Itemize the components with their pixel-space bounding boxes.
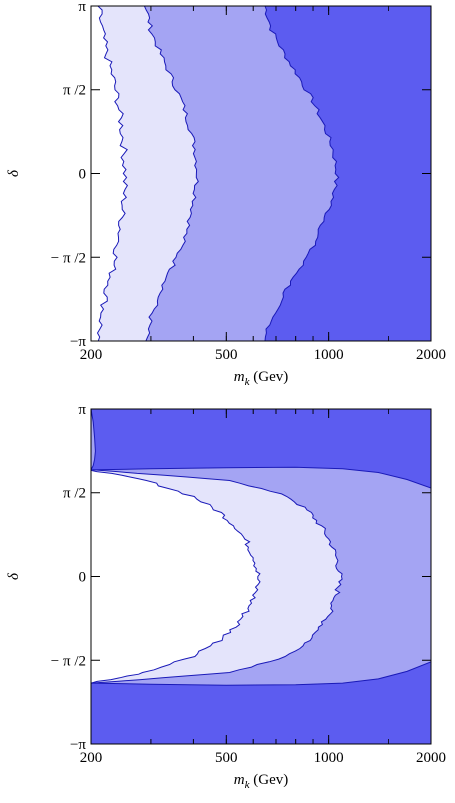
contour-line	[91, 661, 431, 686]
x-tick-label: 1000	[314, 750, 344, 766]
y-tick-label: π /2	[63, 486, 86, 502]
contour-line	[264, 6, 340, 341]
contour-line	[91, 469, 261, 684]
x-tick-label: 500	[215, 347, 238, 363]
y-tick-label: π /2	[63, 83, 86, 99]
x-tick-label: 2000	[416, 750, 446, 766]
y-axis-title: δ	[6, 572, 22, 580]
region-light	[91, 6, 199, 341]
y-tick-label: 0	[79, 167, 87, 183]
y-tick-label: −π	[70, 334, 86, 350]
y-tick-label: −π	[70, 737, 86, 753]
region-white	[91, 6, 128, 341]
x-tick-label: 500	[215, 750, 238, 766]
region-corner	[91, 409, 96, 470]
bottom-contour-panel: 200 500 1000 2000 π π /2 0 − π /2 −π mk (Gev) δ	[6, 402, 446, 791]
contour-line	[91, 409, 96, 471]
contour-line	[96, 6, 129, 341]
x-tick-label: 200	[80, 347, 103, 363]
contour-line	[91, 466, 431, 489]
top-contour-panel: 200 500 1000 2000 π π /2 0 − π /2 −π mk (Gev) δ	[6, 0, 446, 388]
y-tick-label: − π /2	[51, 653, 86, 669]
y-tick-label: 0	[79, 570, 87, 586]
region-white	[91, 470, 260, 684]
y-tick-label: − π /2	[51, 250, 86, 266]
x-axis-title: mk (Gev)	[234, 772, 288, 791]
x-axis-title: mk (Gev)	[234, 369, 288, 388]
x-tick-label: 1000	[314, 347, 344, 363]
y-tick-label: π	[78, 0, 86, 15]
plot-area	[91, 6, 431, 341]
y-tick-label: π	[78, 402, 86, 418]
x-tick-label: 200	[80, 750, 103, 766]
contour-line	[143, 6, 199, 341]
x-tick-label: 2000	[416, 347, 446, 363]
contour-line	[91, 469, 343, 684]
plot-area	[91, 409, 431, 744]
y-axis-title: δ	[6, 169, 22, 177]
